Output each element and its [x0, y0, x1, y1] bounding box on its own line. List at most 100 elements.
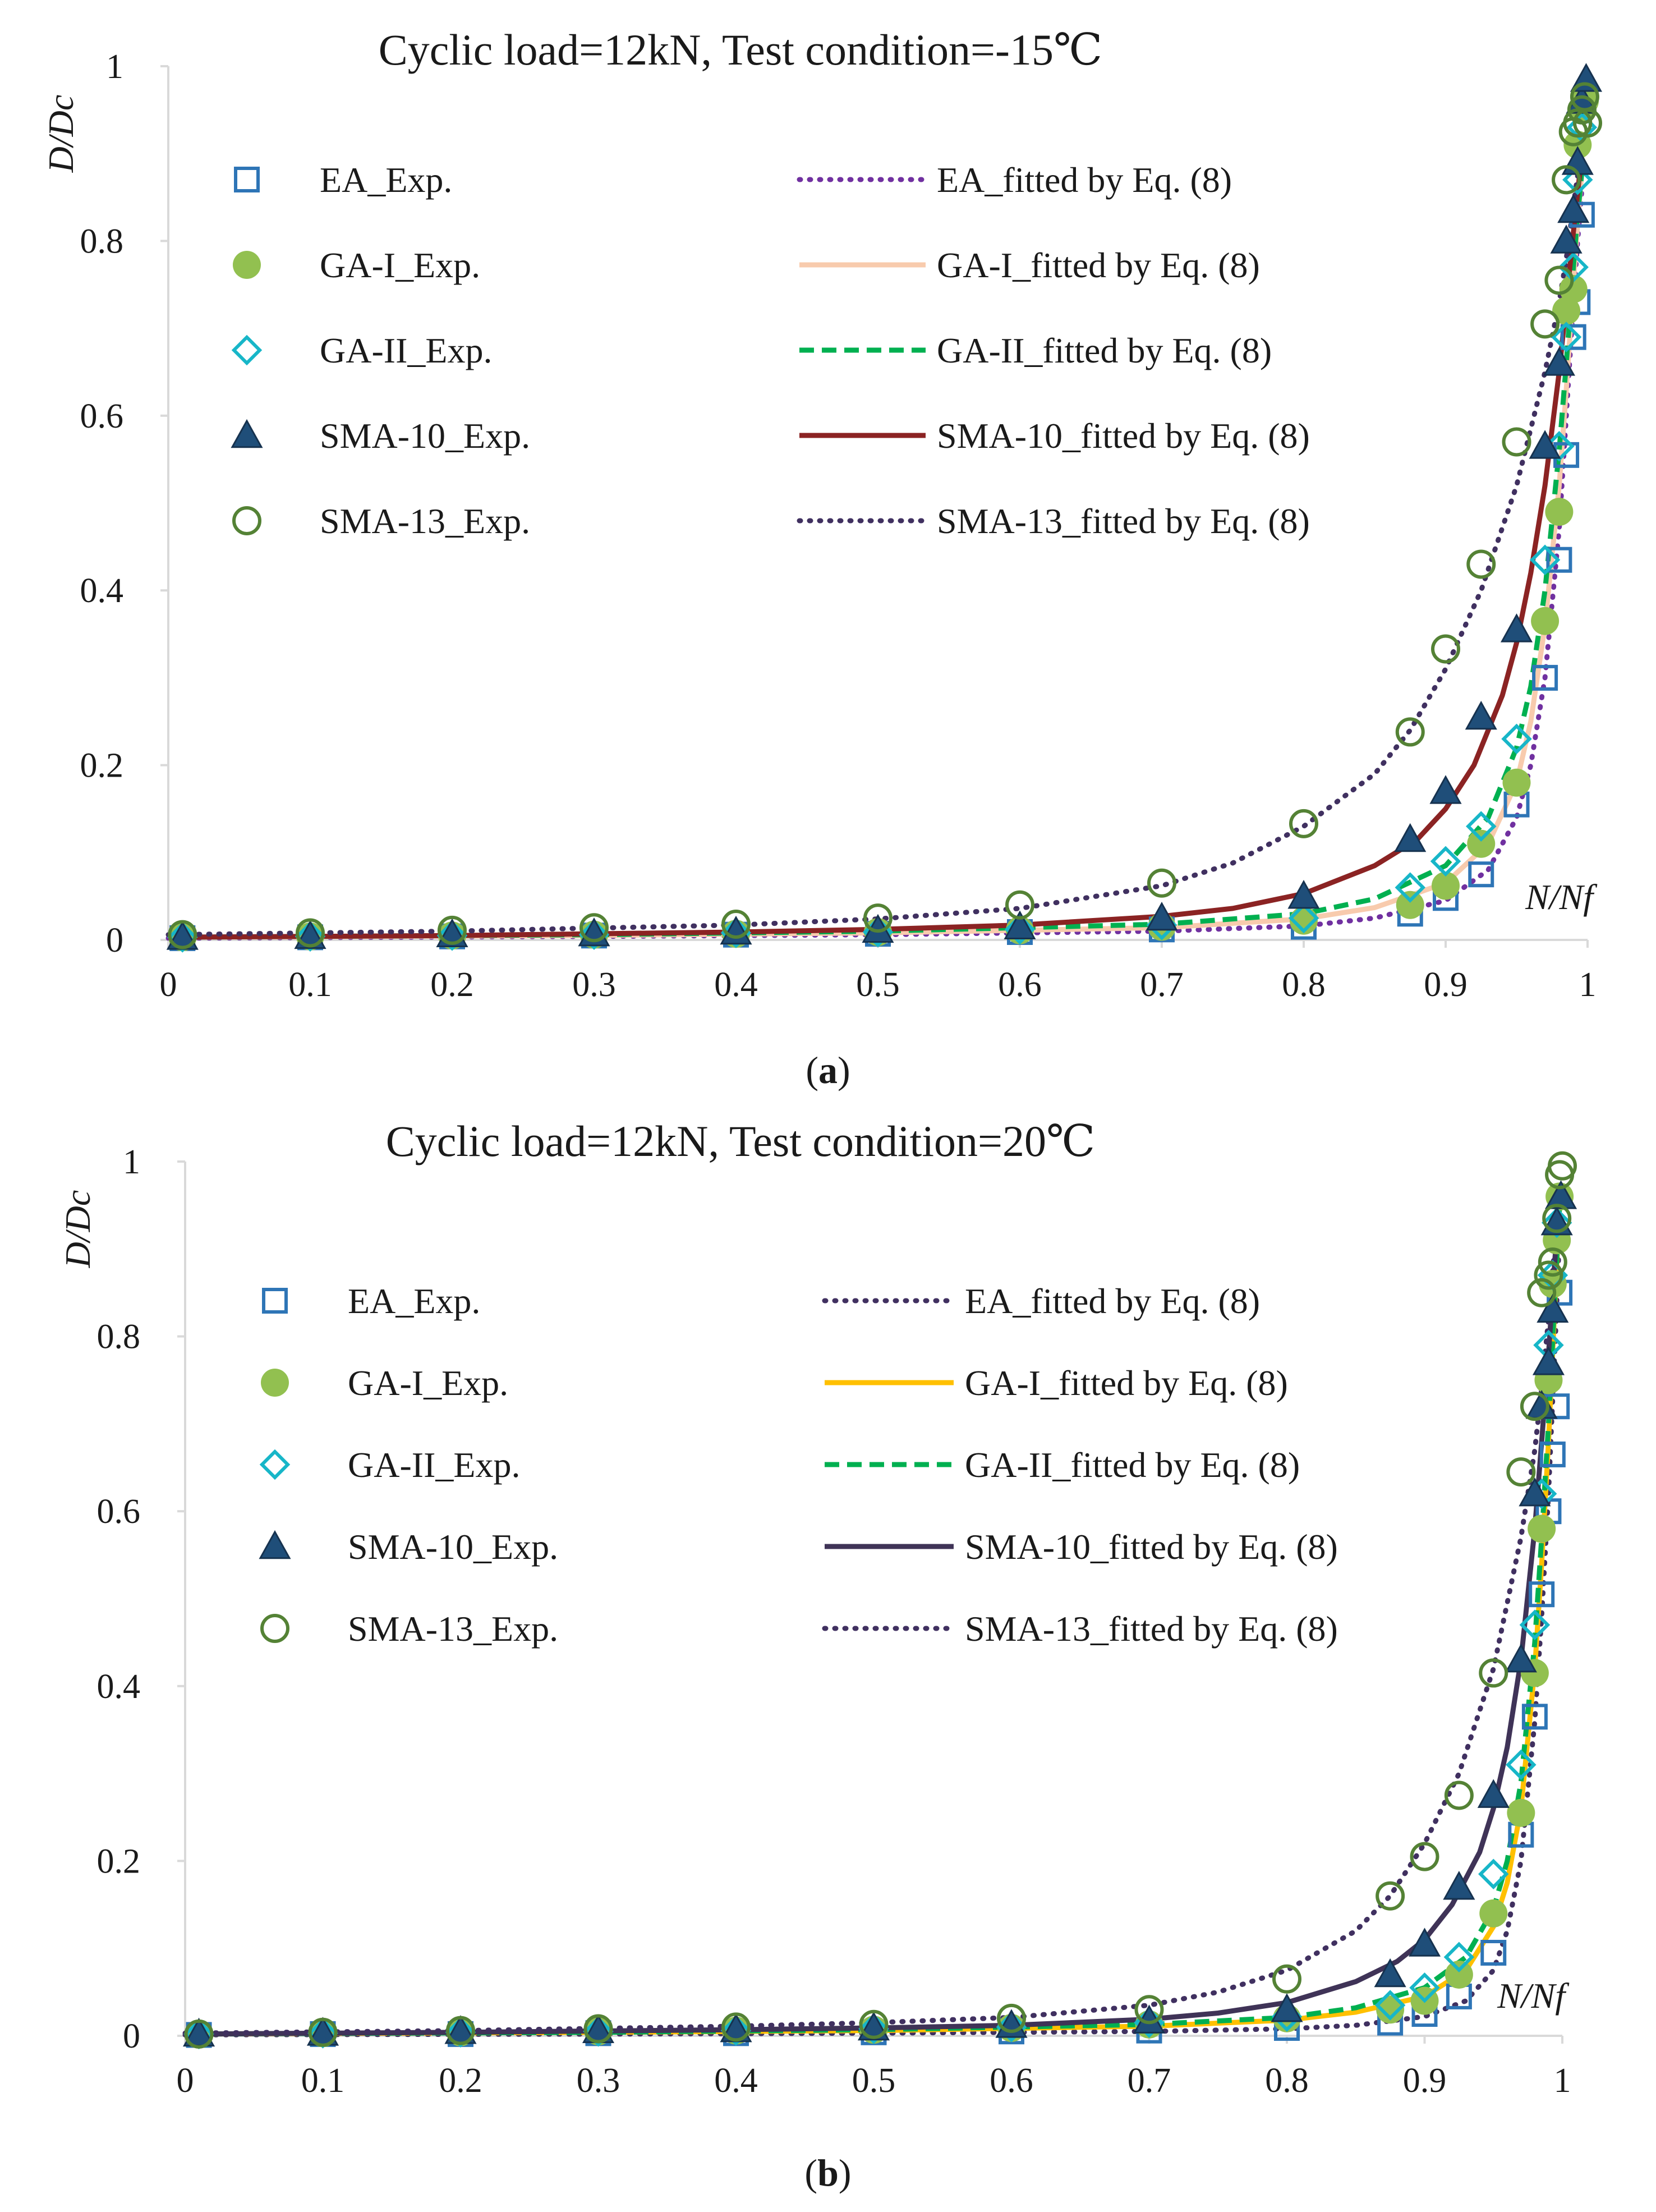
legend-marker-ea-exp	[234, 167, 260, 192]
data-point	[1519, 1477, 1551, 1507]
x-tick-label: 0	[177, 2062, 194, 2100]
chart-title: Cyclic load=12kN, Test condition=20℃	[386, 1117, 1096, 1165]
data-point	[1431, 634, 1460, 664]
legend-marker-ga-i-exp	[261, 1369, 289, 1397]
legend-label-ea-fitted-by-eq-8: EA_fitted by Eq. (8)	[965, 1281, 1260, 1321]
data-point	[1477, 1779, 1510, 1808]
data-point	[184, 2019, 214, 2049]
series-line-sma-13-fitted-by-eq-8	[182, 1220, 1560, 2036]
data-point	[1445, 1960, 1473, 1989]
data-point	[1147, 868, 1176, 898]
y-axis-label: D/Dc	[58, 1190, 98, 1269]
data-point	[1530, 309, 1560, 339]
data-point	[436, 920, 468, 951]
legend-label-sma-10-fitted-by-eq-8: SMA-10_fitted by Eq. (8)	[965, 1527, 1338, 1567]
series-sma-10-exp	[183, 1180, 1577, 2047]
series-sma-13-exp	[184, 1151, 1577, 2049]
caption-close: )	[838, 1049, 850, 1091]
data-point	[1532, 1346, 1565, 1375]
data-point	[1550, 224, 1583, 254]
data-point	[1541, 1207, 1572, 1238]
legend: EA_Exp. GA-I_Exp. GA-II_Exp. SMA-10_Exp. SMA…	[259, 1281, 1338, 1649]
legend-marker-ea-exp	[262, 1288, 288, 1314]
x-tick-label: 0.2	[430, 966, 474, 1004]
data-point	[583, 2016, 614, 2047]
data-point	[1396, 891, 1424, 919]
data-point	[1444, 1780, 1474, 1810]
data-point	[1573, 108, 1602, 138]
legend-label-sma-13-fitted-by-eq-8: SMA-13_fitted by Eq. (8)	[937, 501, 1310, 541]
legend-label-sma-13-exp: SMA-13_Exp.	[320, 501, 530, 541]
data-point	[1548, 1151, 1577, 1181]
data-point	[1432, 871, 1460, 900]
legend-label-sma-13-exp: SMA-13_Exp.	[348, 1609, 558, 1649]
chart-panel-2: 0 0.1 0.2 0.3 0.4 0.5 0.6 0.7 0.8 0.9 1 0 0.2 0.4 0.6 0…	[58, 1117, 1577, 2194]
data-point	[1544, 1180, 1577, 1209]
data-point	[1272, 1964, 1301, 1994]
data-point	[721, 2012, 751, 2042]
y-tick-label: 0	[106, 921, 123, 960]
data-point	[1374, 1990, 1406, 2021]
data-point	[1539, 1441, 1566, 1467]
series-line-ga-ii-fitted-by-eq-8	[185, 1205, 1562, 2037]
data-point	[1506, 1749, 1537, 1780]
y-tick-label: 0.8	[80, 222, 124, 260]
data-point	[1376, 1881, 1405, 1911]
x-tick-label: 0.4	[714, 966, 758, 1004]
y-tick-label: 0.8	[97, 1318, 141, 1356]
legend-label-ga-i-fitted-by-eq-8: GA-I_fitted by Eq. (8)	[965, 1363, 1288, 1403]
data-point	[1543, 347, 1575, 376]
data-point	[721, 909, 751, 939]
x-tick-label: 1	[1554, 2062, 1571, 2100]
data-point	[1559, 275, 1588, 304]
data-point	[1552, 296, 1581, 325]
x-tick-label: 0.3	[577, 2062, 620, 2100]
data-point	[167, 922, 198, 953]
data-point	[1288, 902, 1319, 934]
y-tick-label: 0	[123, 2017, 140, 2055]
chart-title: Cyclic load=12kN, Test condition=-15℃	[379, 25, 1103, 74]
legend-label-ga-ii-fitted-by-eq-8: GA-II_fitted by Eq. (8)	[965, 1445, 1300, 1485]
data-point	[1507, 1798, 1535, 1827]
data-point	[1468, 861, 1494, 888]
data-point	[295, 921, 326, 952]
panel-caption: (a)	[806, 1049, 850, 1091]
data-point	[1479, 1899, 1508, 1928]
data-point	[1134, 1995, 1164, 2025]
data-point	[578, 919, 610, 950]
data-point	[1557, 194, 1590, 223]
caption-open: (	[804, 2151, 817, 2194]
x-tick-label: 0.5	[856, 966, 900, 1004]
x-tick-label: 0.8	[1282, 966, 1326, 1004]
data-point	[1505, 1643, 1537, 1673]
data-point	[1520, 1392, 1549, 1421]
x-tick-label: 0.9	[1424, 966, 1468, 1004]
legend-marker-sma-13-exp	[232, 506, 261, 535]
series-ea-exp	[169, 201, 1595, 951]
legend-label-ga-i-fitted-by-eq-8: GA-I_fitted by Eq. (8)	[937, 245, 1260, 285]
data-point	[1527, 1278, 1557, 1307]
data-point	[1531, 607, 1560, 635]
x-axis-label: N/Nf	[1525, 877, 1598, 917]
x-tick-label: 0.9	[1403, 2062, 1447, 2100]
data-point	[1537, 1293, 1569, 1323]
y-axis-label: D/Dc	[41, 95, 81, 173]
data-point	[583, 2014, 613, 2044]
data-point	[1430, 846, 1461, 877]
y-tick-label: 1	[123, 1143, 140, 1181]
caption-open: (	[806, 1049, 818, 1091]
data-point	[1529, 544, 1561, 575]
data-point	[1506, 1457, 1536, 1487]
data-point	[1500, 613, 1533, 643]
data-point	[296, 918, 325, 948]
x-tick-label: 0.7	[1128, 2062, 1171, 2100]
data-point	[1480, 1939, 1507, 1966]
data-point	[1528, 1515, 1556, 1543]
legend-marker-sma-13-exp	[260, 1614, 289, 1643]
x-tick-label: 0.2	[439, 2062, 482, 2100]
y-tick-label: 0.6	[97, 1493, 141, 1531]
legend-marker-ga-ii-exp	[259, 1449, 291, 1480]
y-tick-label: 0.4	[97, 1668, 141, 1706]
x-tick-label: 1	[1579, 966, 1597, 1004]
